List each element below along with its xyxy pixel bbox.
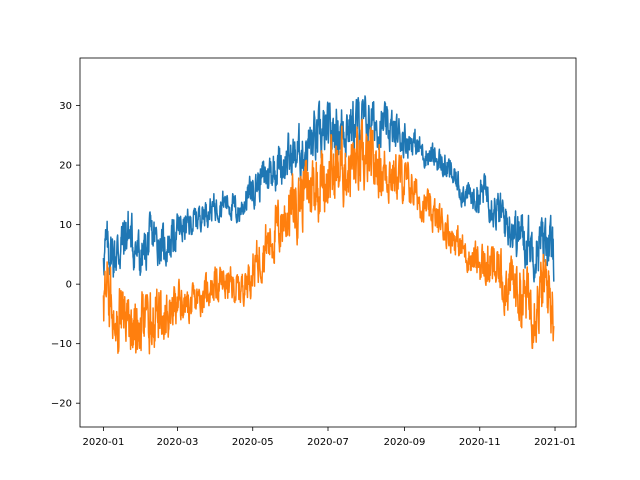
y-tick-label: −10 [51,339,72,350]
x-tick-label: 2020-09 [384,437,426,448]
x-tick-label: 2020-01 [83,437,125,448]
y-tick-label: 0 [66,280,72,291]
x-tick-label: 2021-01 [534,437,576,448]
series-layer [102,95,555,355]
y-tick-label: 20 [59,161,72,172]
y-tick-label: −20 [51,399,72,410]
series-line-2 [102,118,555,355]
axes-layer: 2020-01 2020-03 2020-05 2020-07 2020-09 2020-… [51,57,577,448]
x-tick-label: 2020-11 [459,437,501,448]
x-tick-label: 2020-05 [232,437,274,448]
y-tick-label: 10 [59,220,72,231]
series-line-1 [102,95,555,283]
y-tick-label: 30 [59,101,72,112]
x-tick-label: 2020-07 [307,437,349,448]
x-tick-label: 2020-03 [157,437,199,448]
